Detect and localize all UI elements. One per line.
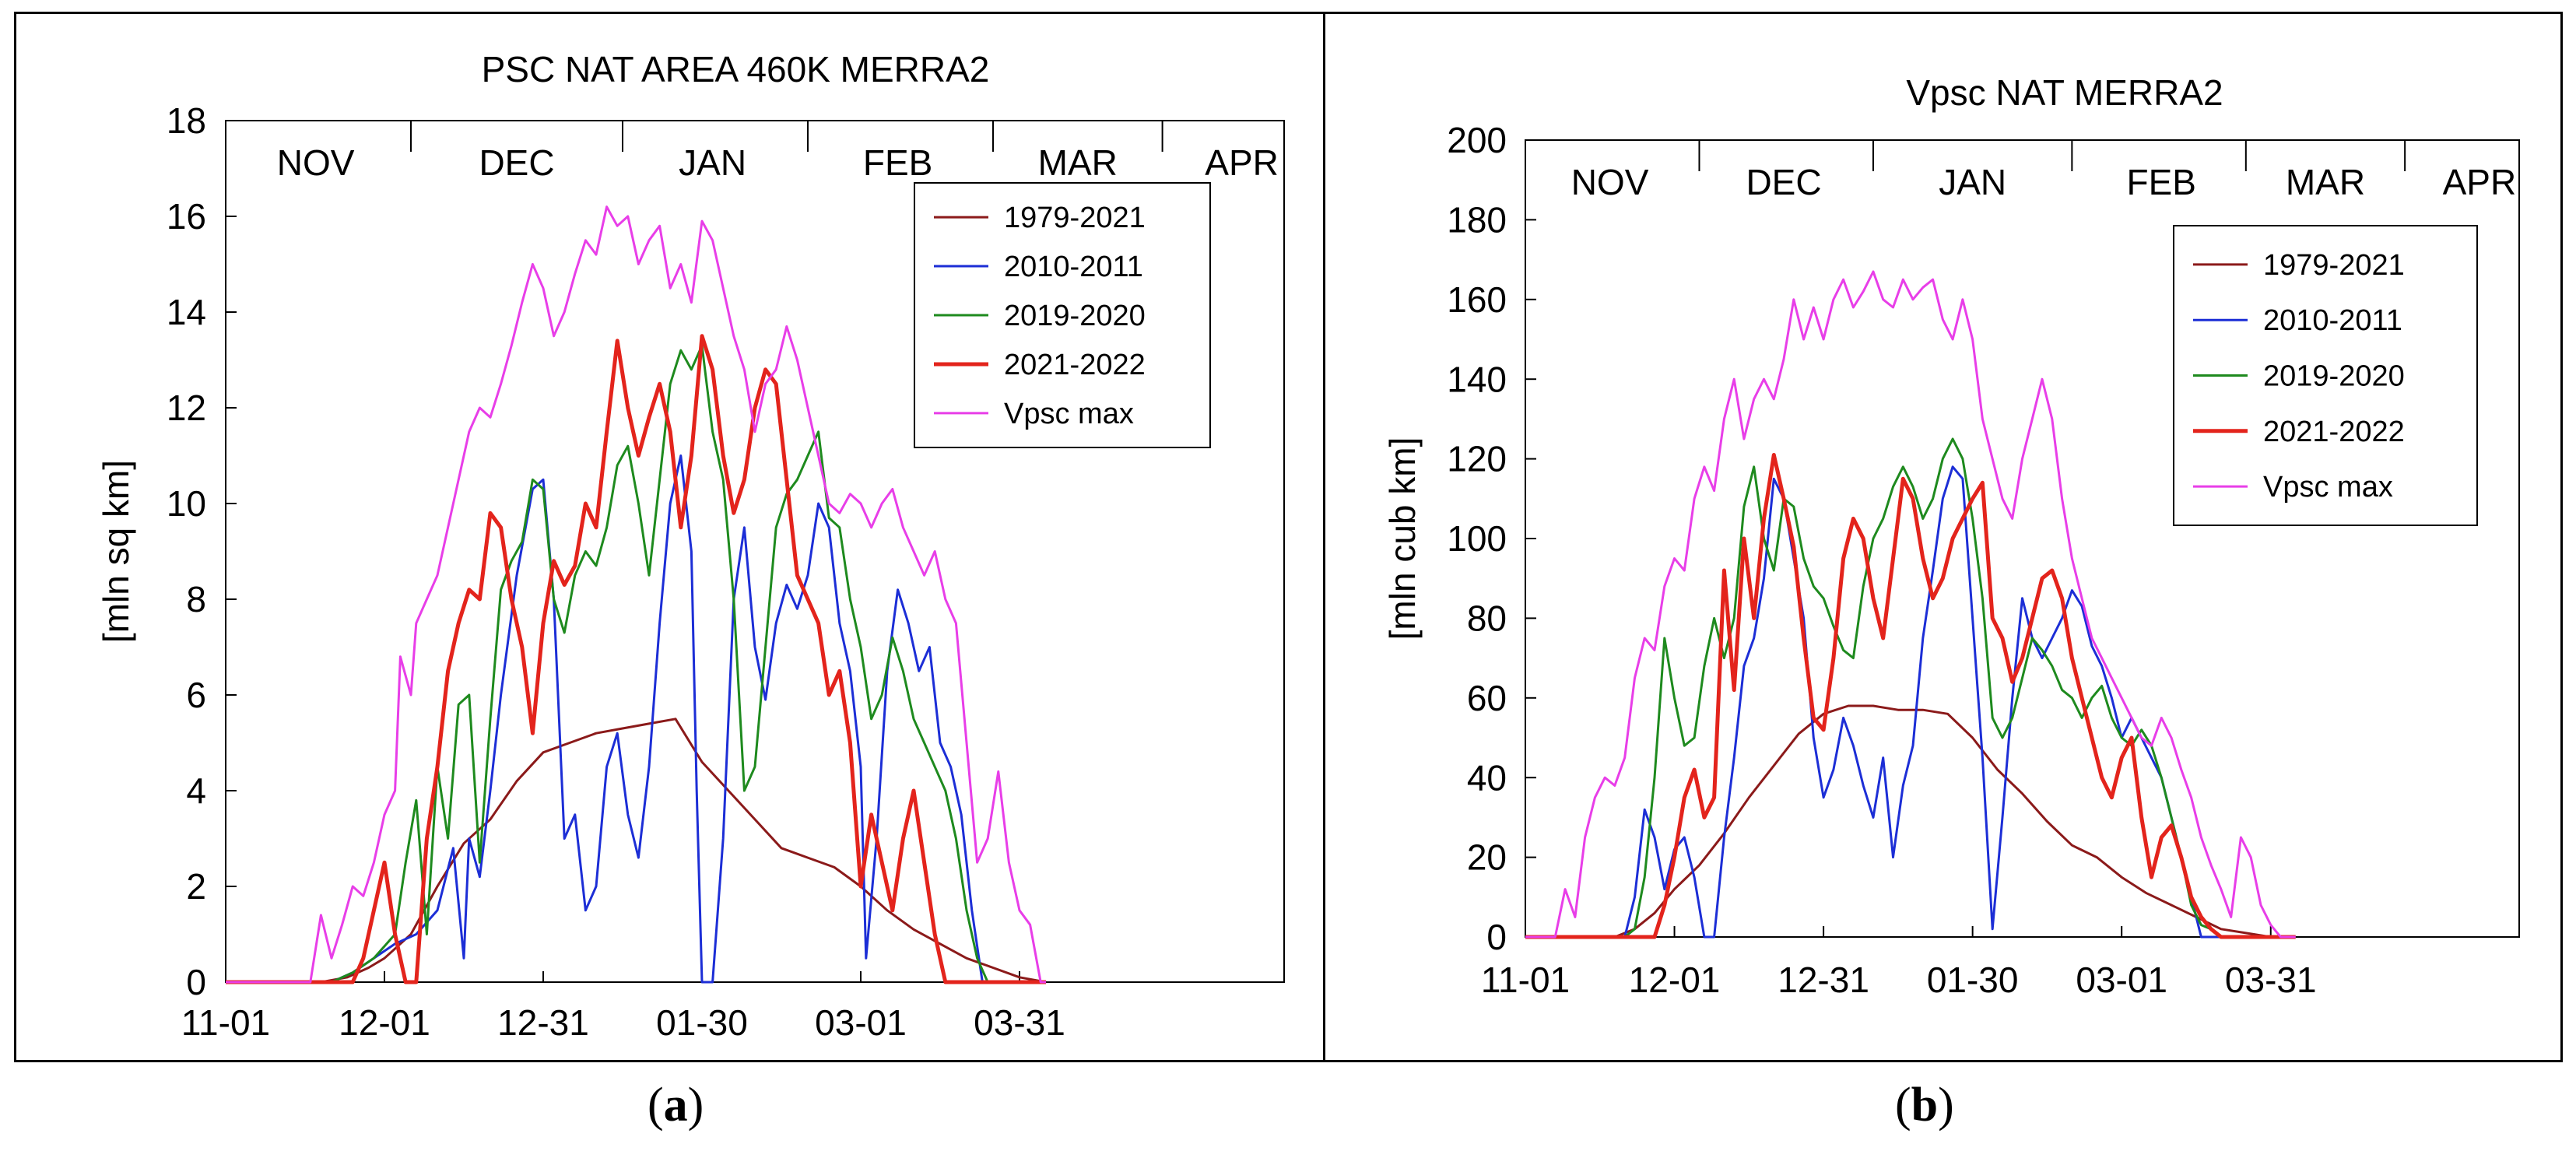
- x-tick-label-12-31: 12-31: [497, 1002, 589, 1043]
- month-label-dec: DEC: [479, 142, 554, 183]
- x-tick-label-03-01: 03-01: [2076, 960, 2167, 1000]
- legend-label-2010-2011: 2010-2011: [1004, 251, 1143, 283]
- plot-frame: [225, 120, 1285, 983]
- y-axis-label: [mln sq km]: [96, 460, 136, 643]
- legend-label-1979-2021: 1979-2021: [1004, 202, 1146, 234]
- series-line-2019-2020: [226, 344, 1046, 984]
- series-line-2021-2022: [1525, 453, 2296, 939]
- legend-label-Vpsc max: Vpsc max: [1004, 398, 1134, 430]
- chart-title: Vpsc NAT MERRA2: [1906, 72, 2223, 113]
- y-tick-label-2: 2: [186, 866, 206, 907]
- y-tick-label-18: 18: [167, 100, 206, 141]
- series-line-Vpsc max: [226, 205, 1046, 984]
- month-label-jan: JAN: [679, 142, 746, 183]
- y-tick-label-200: 200: [1447, 120, 1507, 160]
- legend-label-1979-2021: 1979-2021: [2263, 249, 2405, 282]
- figure-frame: [14, 12, 2563, 1062]
- series-line-1979-2021: [1525, 704, 2296, 939]
- month-label-feb: FEB: [2127, 162, 2196, 202]
- y-tick-label-160: 160: [1447, 279, 1507, 320]
- x-tick-label-01-30: 01-30: [656, 1002, 748, 1043]
- y-tick-label-180: 180: [1447, 200, 1507, 240]
- month-label-mar: MAR: [1038, 142, 1118, 183]
- month-label-nov: NOV: [277, 142, 355, 183]
- month-label-feb: FEB: [863, 142, 932, 183]
- y-tick-label-120: 120: [1447, 439, 1507, 479]
- x-tick-label-03-31: 03-31: [974, 1002, 1065, 1043]
- x-tick-label-12-31: 12-31: [1778, 960, 1869, 1000]
- y-tick-label-80: 80: [1467, 598, 1507, 639]
- panel-divider: [1323, 12, 1325, 1062]
- series-line-2021-2022: [226, 334, 1046, 984]
- panel-label-a-letter: a: [663, 1079, 688, 1132]
- series-line-Vpsc max: [1525, 270, 2296, 939]
- month-label-nov: NOV: [1571, 162, 1649, 202]
- x-tick-label-11-01: 11-01: [181, 1002, 270, 1043]
- y-tick-label-40: 40: [1467, 757, 1507, 798]
- y-tick-label-20: 20: [1467, 837, 1507, 878]
- y-tick-label-14: 14: [167, 292, 206, 332]
- month-label-mar: MAR: [2286, 162, 2365, 202]
- x-tick-label-12-01: 12-01: [1629, 960, 1721, 1000]
- chart-b: Vpsc NAT MERRA2 [mln cub km] 0 20 40 60 80 100 1…: [1382, 72, 2520, 1000]
- y-tick-label-6: 6: [186, 675, 206, 715]
- legend-label-Vpsc max: Vpsc max: [2263, 471, 2393, 504]
- panel-label-b-letter: b: [1911, 1079, 1939, 1132]
- x-tick-label-03-31: 03-31: [2225, 960, 2317, 1000]
- x-tick-label-03-01: 03-01: [815, 1002, 907, 1043]
- y-tick-label-0: 0: [1486, 917, 1507, 957]
- month-label-apr: APR: [1205, 142, 1279, 183]
- y-tick-label-10: 10: [167, 483, 206, 524]
- legend-label-2021-2022: 2021-2022: [1004, 349, 1146, 381]
- panel-label-a: (a): [648, 1079, 704, 1132]
- y-tick-label-60: 60: [1467, 678, 1507, 718]
- x-tick-label-01-30: 01-30: [1927, 960, 2019, 1000]
- series-line-2010-2011: [1525, 465, 2296, 939]
- month-label-dec: DEC: [1746, 162, 1821, 202]
- legend-label-2019-2020: 2019-2020: [1004, 300, 1146, 332]
- y-tick-label-8: 8: [186, 579, 206, 619]
- chart-title: PSC NAT AREA 460K MERRA2: [482, 49, 990, 89]
- legend-label-2021-2022: 2021-2022: [2263, 416, 2405, 448]
- panel-label-b: (b): [1895, 1079, 1954, 1132]
- y-tick-label-140: 140: [1447, 359, 1507, 399]
- y-tick-label-12: 12: [167, 388, 206, 428]
- month-label-apr: APR: [2443, 162, 2517, 202]
- y-tick-label-100: 100: [1447, 518, 1507, 559]
- chart-a: PSC NAT AREA 460K MERRA2 [mln sq km] 0 2 4 6 8…: [96, 49, 1285, 1043]
- legend-label-2010-2011: 2010-2011: [2263, 304, 2402, 337]
- y-tick-label-0: 0: [186, 962, 206, 1002]
- x-tick-label-11-01: 11-01: [1481, 960, 1570, 1000]
- y-axis-label: [mln cub km]: [1382, 437, 1423, 640]
- y-tick-label-4: 4: [186, 770, 206, 811]
- y-tick-label-16: 16: [167, 196, 206, 237]
- legend-label-2019-2020: 2019-2020: [2263, 360, 2405, 393]
- month-label-jan: JAN: [1939, 162, 2006, 202]
- x-tick-label-12-01: 12-01: [339, 1002, 430, 1043]
